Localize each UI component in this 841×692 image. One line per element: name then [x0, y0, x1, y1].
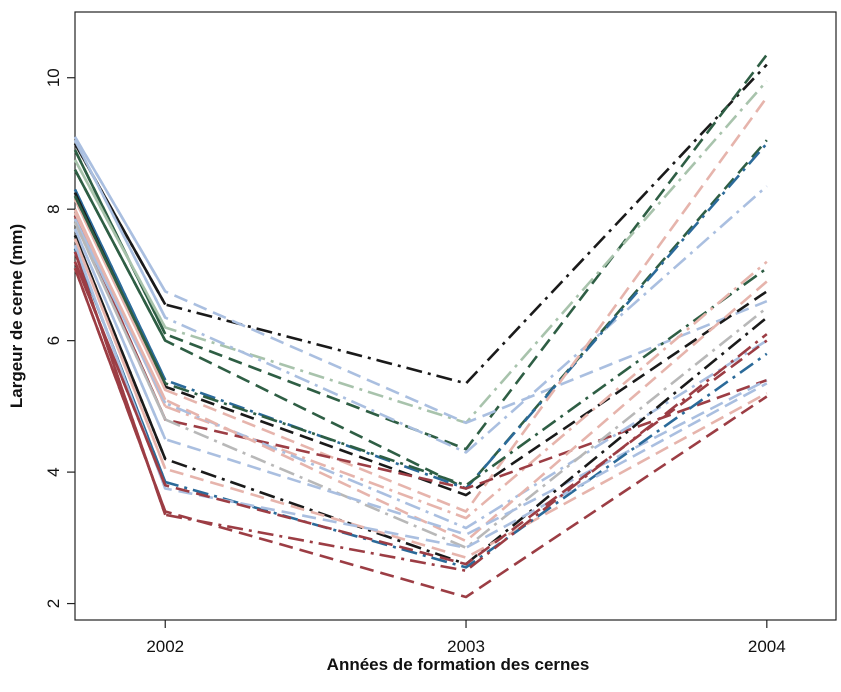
series-lead-23	[73, 267, 167, 512]
series-lead-5	[73, 139, 167, 319]
series-lead-14	[73, 211, 167, 401]
y-tick-label: 10	[44, 68, 63, 87]
series-lead-9	[73, 198, 167, 391]
y-tick-label: 4	[44, 467, 63, 476]
series-lead-3	[73, 159, 167, 329]
y-tick-label: 8	[44, 204, 63, 213]
x-axis: 2002 2003 2004	[146, 620, 786, 656]
series-lead-10	[73, 195, 167, 384]
series-line-14	[73, 211, 768, 543]
series-lead-7	[73, 188, 167, 381]
x-tick-label: 2004	[748, 637, 786, 656]
series-layer	[73, 53, 768, 599]
series-line-18	[73, 238, 768, 559]
x-axis-title: Années de formation des cernes	[327, 655, 590, 674]
series-lead-4	[73, 136, 167, 293]
series-line-17	[73, 235, 768, 566]
y-tick-label: 6	[44, 336, 63, 345]
x-tick-label: 2003	[447, 637, 485, 656]
series-line-2	[73, 53, 768, 451]
series-lead-17	[73, 234, 167, 460]
series-line-1	[73, 63, 768, 385]
series-lead-15	[73, 221, 167, 421]
series-lead-18	[73, 238, 167, 470]
series-lead-13	[73, 218, 167, 404]
x-tick-label: 2002	[146, 637, 184, 656]
series-lead-6	[73, 169, 167, 342]
series-lead-16	[73, 228, 167, 440]
y-axis-title: Largeur de cerne (mm)	[7, 224, 26, 408]
plot-frame	[74, 11, 837, 621]
y-axis: 2 4 6 8 10	[44, 68, 75, 608]
y-tick-label: 2	[44, 599, 63, 608]
